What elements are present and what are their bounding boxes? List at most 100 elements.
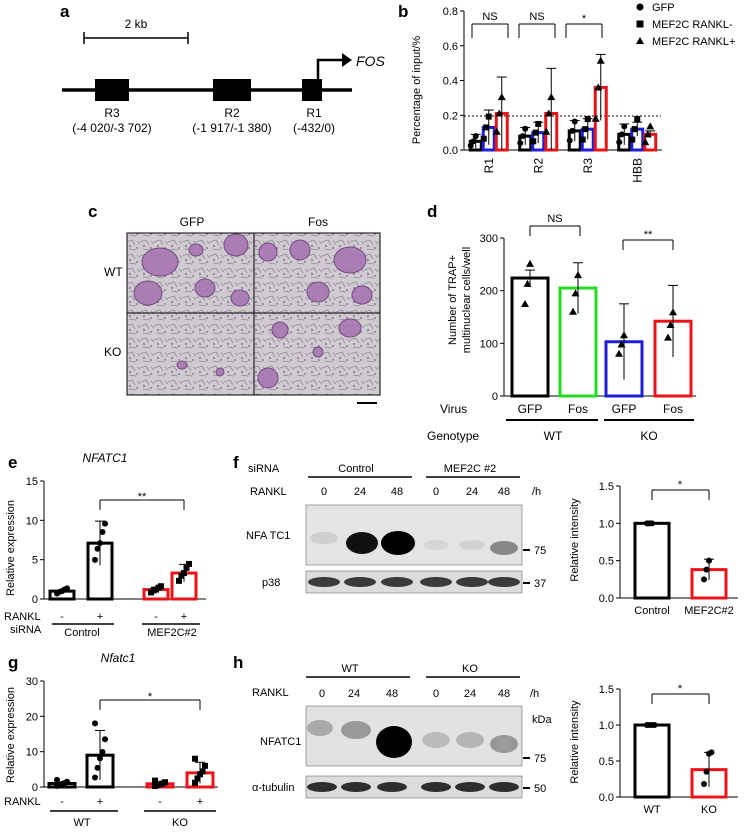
region-r2-name: R2 (224, 106, 240, 120)
b-point (497, 93, 506, 101)
e-point (99, 528, 106, 535)
panel-h-chart: Relative intensity * 0.0 0.5 1.0 1.5 WT KO (569, 683, 738, 816)
panel-letter-c: c (88, 202, 97, 221)
panel-a-schematic: 2 kb FOS R3 (-4 020/-3 702) R2 (-1 917/-… (62, 17, 385, 135)
f-blot-p38 (305, 570, 523, 594)
g-ytick-label: 0 (32, 782, 38, 794)
d-point (526, 259, 534, 267)
d-genotype-label: Genotype (427, 429, 479, 443)
b-point (519, 133, 526, 140)
h-blot-nfatc1 (305, 705, 523, 767)
g-rankl-label: RANKL (4, 796, 41, 808)
panel-letter-e: e (8, 453, 17, 472)
d-ytick-label: 200 (480, 286, 498, 298)
b-point (485, 113, 492, 120)
panel-f-western: siRNA RANKL Control MEF2C #2 0 24 48 0 2… (246, 463, 546, 594)
e-point (92, 556, 98, 563)
e-rankl-label: RANKL (4, 611, 41, 623)
f-band-p38: p38 (262, 577, 280, 589)
region-r1-coords: (-432/0) (293, 121, 335, 135)
b-point (616, 139, 623, 146)
c-col-fos: Fos (308, 215, 328, 229)
h-xtick-label: WT (643, 804, 660, 816)
d-virus-3: GFP (612, 402, 637, 416)
f-time-6: 48 (498, 486, 510, 498)
b-point (517, 140, 524, 147)
g-ylabel: Relative expression (5, 687, 17, 783)
f-mw-75: 75 (534, 545, 546, 557)
h-group-ko: KO (462, 663, 478, 675)
legend-marker-rankl-plus (636, 37, 644, 44)
g-point (97, 755, 103, 762)
h-group-wt: WT (341, 663, 358, 675)
d-point (574, 271, 582, 279)
d-point (620, 331, 628, 339)
g-pm-4: + (197, 796, 203, 808)
g-point (99, 749, 106, 756)
legend-rankl-plus: MEF2C RANKL+ (652, 36, 735, 48)
f-point (706, 557, 712, 564)
h-point (701, 781, 707, 788)
g-point (199, 768, 206, 775)
e-ytick-label: 5 (32, 555, 38, 567)
d-ytick-label: 100 (480, 338, 498, 350)
b-point (483, 124, 490, 131)
f-band-nfatc1: NFA TC1 (246, 530, 290, 542)
b-ytick-label: 0.2 (443, 110, 458, 122)
e-group-mef2c: MEF2C#2 (147, 627, 197, 639)
b-point (641, 138, 650, 146)
region-r1-name: R1 (306, 106, 322, 120)
b-point (634, 116, 641, 123)
d-virus-label: Virus (440, 402, 467, 416)
e-sig: ** (138, 491, 147, 503)
d-point (615, 349, 623, 357)
panel-letter-f: f (233, 453, 239, 472)
g-point (192, 755, 198, 762)
f-time-3: 48 (391, 486, 403, 498)
b-point (470, 138, 477, 145)
legend-rankl-minus: MEF2C RANKL- (652, 19, 733, 31)
g-title: Nfatc1 (101, 651, 136, 665)
d-point (617, 340, 626, 348)
c-col-gfp: GFP (180, 215, 205, 229)
f-time-2: 24 (354, 486, 366, 498)
b-ylabel: Percentage of input/% (411, 36, 423, 144)
b-point (643, 130, 652, 138)
f-time-4: 0 (433, 486, 439, 498)
f-rankl-label: RANKL (250, 486, 287, 498)
d-virus-2: Fos (568, 402, 588, 416)
e-pm-3: - (154, 611, 158, 623)
d-genotype-ko: KO (640, 429, 657, 443)
panel-f-chart: Relative intensity * 0.0 0.5 1.0 1.5 Control… (569, 479, 738, 617)
legend-gfp: GFP (652, 2, 675, 14)
g-point (152, 777, 158, 784)
e-point (181, 570, 187, 577)
e-pm-4: + (181, 611, 187, 623)
d-point (569, 307, 577, 315)
f-xtick-label: Control (634, 605, 669, 617)
panel-b-chart: Percentage of input/% NS NS * GFP MEF2C … (411, 2, 735, 183)
micrograph-ko-gfp (126, 312, 255, 396)
e-point (102, 520, 108, 527)
panel-c-micrographs: GFP Fos WT KO (104, 215, 381, 404)
h-time-5: 24 (464, 688, 476, 700)
b-sig-r3: * (582, 13, 587, 25)
f-time-5: 24 (466, 486, 478, 498)
h-point (703, 768, 710, 775)
f-bar (633, 521, 671, 600)
f-blot-nfatc1 (305, 504, 523, 566)
b-point (522, 125, 529, 132)
tss-arrow (316, 58, 342, 79)
b-point (530, 138, 537, 145)
b-point (629, 136, 636, 143)
d-point (523, 279, 532, 287)
c-row-ko: KO (104, 345, 121, 359)
region-r2-coords: (-1 917/-1 380) (192, 121, 271, 135)
f-bar-sig: * (678, 479, 683, 491)
h-time-6: 48 (498, 688, 510, 700)
h-ytick-label: 1.0 (599, 720, 614, 732)
d-sig-ko: ** (644, 229, 653, 241)
b-point (547, 93, 556, 101)
e-title: NFATC1 (83, 451, 128, 465)
